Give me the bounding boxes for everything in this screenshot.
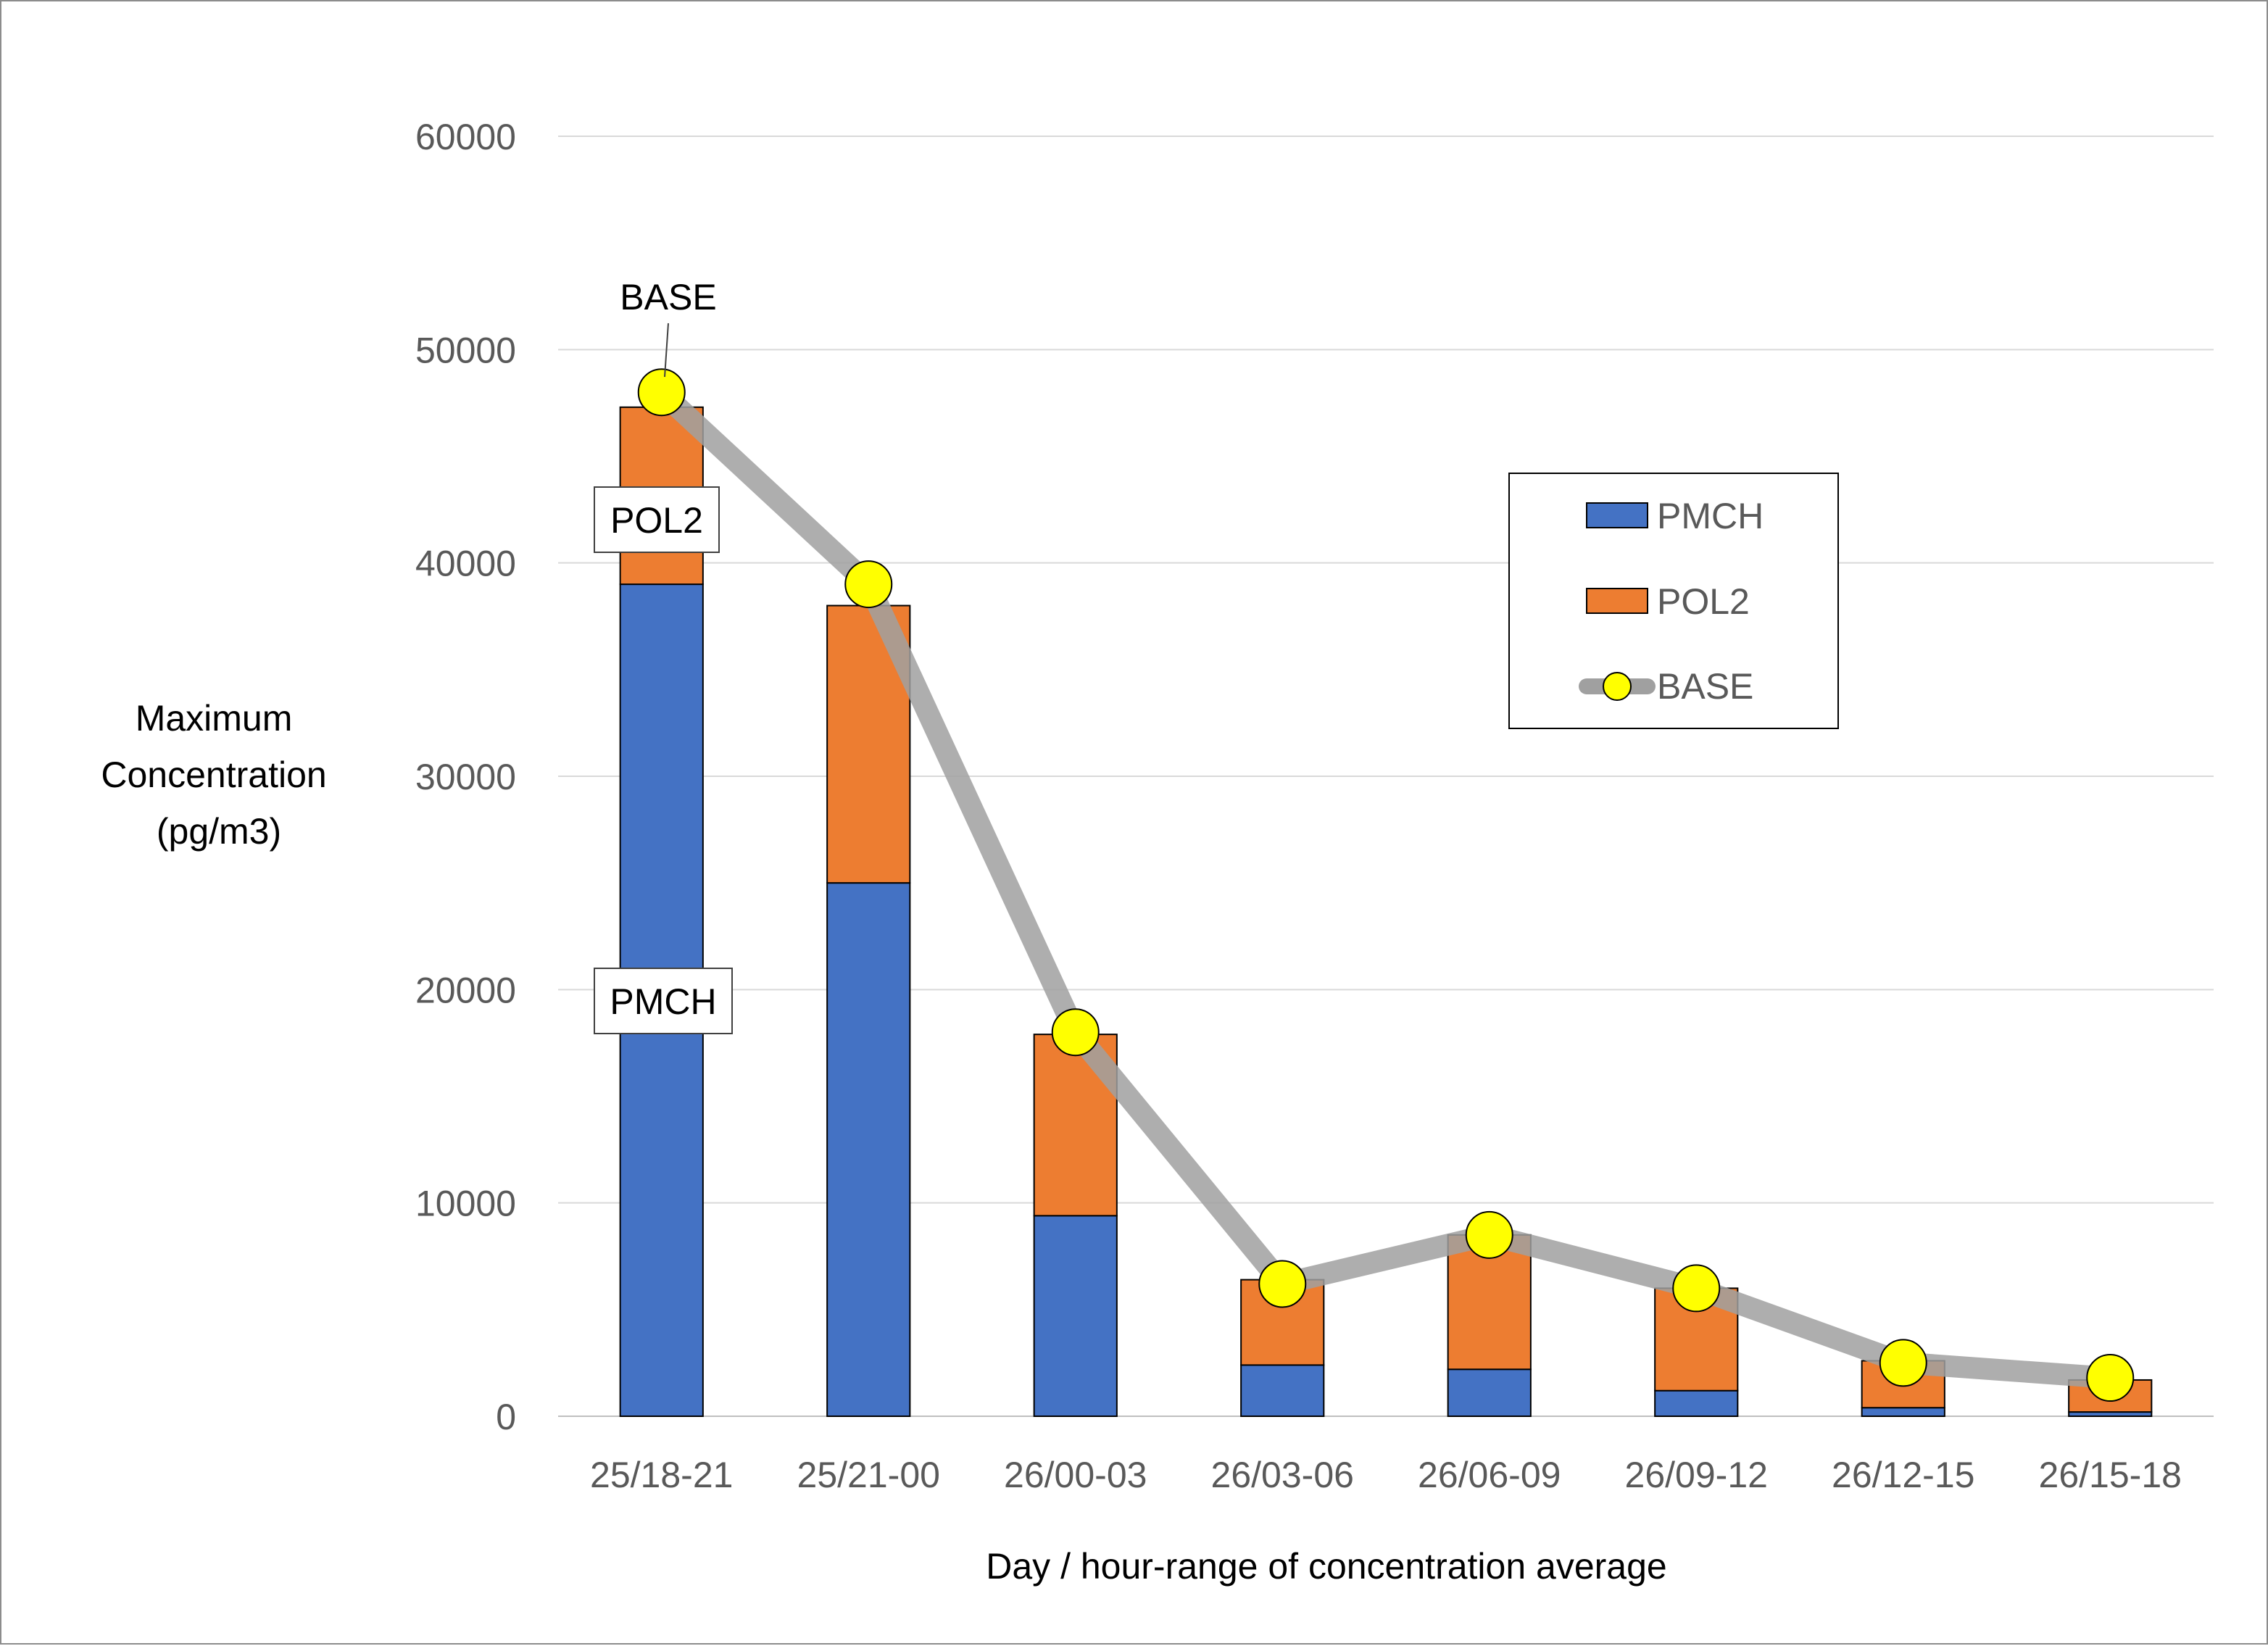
base-marker — [1258, 1260, 1307, 1308]
base-markers — [637, 368, 2135, 1402]
y-tick-label: 10000 — [415, 1184, 516, 1224]
bar-pmch — [1447, 1368, 1532, 1418]
gridlines — [558, 136, 2214, 1417]
legend-label-pmch: PMCH — [1657, 496, 1764, 536]
legend-box — [1508, 473, 1839, 729]
x-tick-label: 26/12-15 — [1832, 1455, 1974, 1495]
y-axis-title: Maximum Concentration (pg/m3) — [101, 698, 336, 852]
bar-pol2 — [1240, 1279, 1325, 1366]
y-tick-label: 30000 — [415, 757, 516, 797]
legend-label-base: BASE — [1657, 666, 1753, 707]
callout-base-leader — [664, 323, 669, 378]
y-axis-title-line-3: (pg/m3) — [157, 811, 281, 852]
base-marker — [1051, 1008, 1100, 1057]
base-marker — [1879, 1339, 1927, 1387]
callout-pmch-label: PMCH — [610, 981, 716, 1022]
bar-pmch — [1033, 1215, 1118, 1417]
base-marker — [1672, 1264, 1721, 1313]
legend-swatch-base-marker — [1603, 672, 1632, 701]
base-series-line — [650, 381, 2122, 1389]
y-tick-label: 50000 — [415, 330, 516, 370]
y-axis-title-line-1: Maximum — [136, 698, 293, 739]
legend-swatch-pol2 — [1586, 588, 1648, 614]
base-marker — [2086, 1354, 2135, 1402]
callout-pol2-box — [594, 486, 720, 553]
x-tick-label: 25/18-21 — [590, 1455, 733, 1495]
y-axis-ticks: 0 10000 20000 30000 40000 50000 60000 — [415, 117, 516, 1437]
callout-pol2: POL2 — [594, 486, 720, 553]
x-tick-label: 26/15-18 — [2039, 1455, 2182, 1495]
callout-base-label: BASE — [620, 277, 716, 317]
base-marker — [637, 368, 686, 417]
legend-swatch-pmch — [1586, 502, 1648, 528]
y-tick-label: 0 — [496, 1397, 516, 1437]
y-tick-label: 40000 — [415, 544, 516, 584]
x-tick-label: 26/09-12 — [1625, 1455, 1768, 1495]
bar-pmch — [826, 882, 911, 1417]
x-axis-title: Day / hour-range of concentration averag… — [986, 1546, 1666, 1587]
y-tick-label: 60000 — [415, 117, 516, 157]
base-line — [650, 381, 2122, 1389]
base-marker — [1465, 1210, 1513, 1259]
bar-pmch — [1861, 1407, 1945, 1418]
bar-pol2 — [826, 604, 911, 884]
x-axis-ticks: 25/18-21 25/21-00 26/00-03 26/03-06 26/06-09… — [590, 1455, 2182, 1495]
x-tick-label: 26/00-03 — [1004, 1455, 1147, 1495]
x-tick-label: 26/06-09 — [1418, 1455, 1561, 1495]
x-tick-label: 25/21-00 — [797, 1455, 940, 1495]
callout-pmch: PMCH — [594, 968, 733, 1034]
callout-base: BASE — [620, 277, 717, 378]
bar-pmch — [1654, 1389, 1739, 1418]
legend: PMCH POL2 BASE — [1508, 473, 1839, 729]
y-axis-title-line-2: Concentration — [101, 755, 326, 795]
callout-pol2-label: POL2 — [610, 500, 703, 541]
base-marker — [844, 560, 893, 609]
callout-pmch-box — [594, 968, 733, 1034]
y-tick-label: 20000 — [415, 970, 516, 1010]
bar-pmch — [1240, 1364, 1325, 1417]
legend-label-pol2: POL2 — [1657, 581, 1750, 622]
x-tick-label: 26/03-06 — [1211, 1455, 1354, 1495]
